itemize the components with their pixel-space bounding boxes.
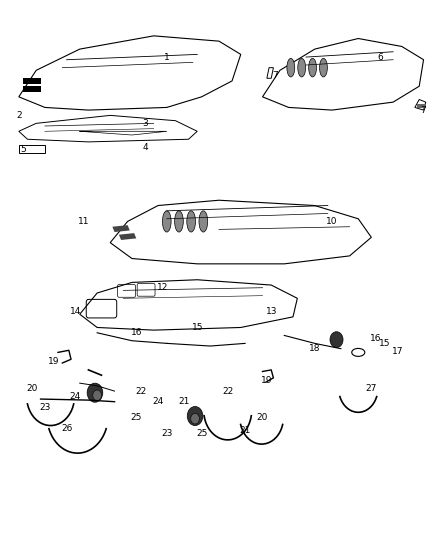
Text: 19: 19 <box>48 358 60 367</box>
Text: 14: 14 <box>70 307 81 316</box>
Text: 16: 16 <box>370 334 381 343</box>
Text: 1: 1 <box>164 53 170 62</box>
Ellipse shape <box>298 59 306 77</box>
Ellipse shape <box>199 211 208 232</box>
Ellipse shape <box>162 211 171 232</box>
Text: 17: 17 <box>392 347 403 356</box>
Text: 22: 22 <box>135 386 146 395</box>
Text: 21: 21 <box>179 397 190 406</box>
Text: 24: 24 <box>152 397 164 406</box>
Polygon shape <box>119 233 136 240</box>
Ellipse shape <box>320 59 327 77</box>
Text: 19: 19 <box>261 376 272 385</box>
Text: 24: 24 <box>70 392 81 401</box>
Ellipse shape <box>287 59 295 77</box>
Text: 10: 10 <box>326 217 338 226</box>
Text: 23: 23 <box>39 402 51 411</box>
Text: 5: 5 <box>20 146 26 155</box>
Text: 26: 26 <box>61 424 72 433</box>
Text: 2: 2 <box>16 111 21 120</box>
Ellipse shape <box>187 211 195 232</box>
Ellipse shape <box>175 211 184 232</box>
Text: 16: 16 <box>131 328 142 337</box>
Text: 15: 15 <box>378 339 390 348</box>
Text: 25: 25 <box>131 413 142 422</box>
Text: 12: 12 <box>157 283 168 292</box>
Text: 7: 7 <box>273 71 279 80</box>
Text: 11: 11 <box>78 217 90 226</box>
Text: 20: 20 <box>257 413 268 422</box>
Circle shape <box>93 390 102 401</box>
Polygon shape <box>23 78 41 84</box>
Text: 22: 22 <box>222 386 233 395</box>
Ellipse shape <box>309 59 317 77</box>
Circle shape <box>330 332 343 348</box>
Polygon shape <box>113 225 130 232</box>
Text: 23: 23 <box>161 429 173 438</box>
Text: 20: 20 <box>26 384 38 393</box>
Text: 7: 7 <box>420 106 427 115</box>
Text: 15: 15 <box>191 323 203 332</box>
Text: 18: 18 <box>309 344 321 353</box>
Text: 21: 21 <box>240 426 251 435</box>
Text: 13: 13 <box>265 307 277 316</box>
Text: 4: 4 <box>142 143 148 152</box>
Text: 6: 6 <box>377 53 383 62</box>
Text: 27: 27 <box>366 384 377 393</box>
Polygon shape <box>23 86 41 92</box>
Text: 3: 3 <box>142 119 148 128</box>
Text: 25: 25 <box>196 429 207 438</box>
Polygon shape <box>417 104 426 109</box>
Circle shape <box>187 407 203 425</box>
Circle shape <box>87 383 103 402</box>
Circle shape <box>191 414 199 424</box>
